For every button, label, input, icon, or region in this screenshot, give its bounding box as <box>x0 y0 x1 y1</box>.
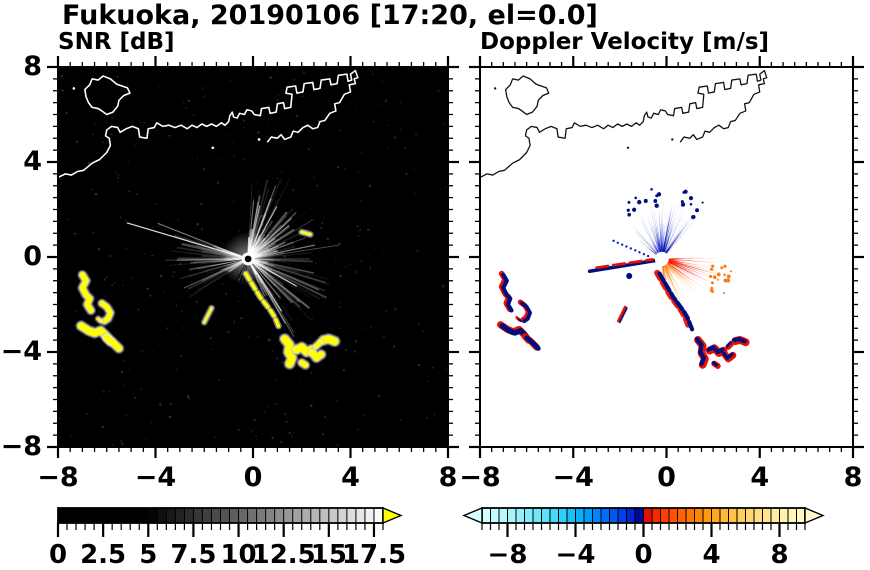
x-tick-label: 0 <box>243 462 263 493</box>
doppler-colorbar-label: 0 <box>634 540 653 570</box>
x-tick-label: −8 <box>37 462 79 493</box>
snr-radar-map <box>58 67 448 447</box>
x-tick-label: 8 <box>843 462 863 493</box>
snr-colorbar-label: 12.5 <box>251 540 316 570</box>
x-tick-label: −8 <box>459 462 501 493</box>
snr-colorbar-label: 17.5 <box>341 540 407 570</box>
y-tick-label: 8 <box>23 50 42 82</box>
y-tick-label: 0 <box>23 240 42 272</box>
doppler-colorbar-label: 4 <box>702 540 721 570</box>
x-tick-label: 8 <box>438 462 458 493</box>
snr-colorbar-label: 10 <box>220 540 257 570</box>
doppler-colorbar-label: 8 <box>770 540 789 570</box>
doppler-colorbar-label: −4 <box>555 540 596 570</box>
snr-panel-title: SNR [dB] <box>58 29 175 55</box>
x-tick-label: 4 <box>341 462 360 493</box>
y-tick-label: 4 <box>23 145 42 177</box>
doppler-panel-title: Doppler Velocity [m/s] <box>480 29 770 55</box>
x-tick-label: −4 <box>134 462 177 493</box>
snr-colorbar-label: 15 <box>310 540 347 570</box>
snr-colorbar-label: 5 <box>139 540 158 570</box>
x-tick-label: 0 <box>657 462 676 493</box>
y-tick-label: −4 <box>0 335 42 367</box>
x-tick-label: 4 <box>750 462 770 493</box>
snr-colorbar-label: 7.5 <box>170 540 217 570</box>
figure-title: Fukuoka, 20190106 [17:20, el=0.0] <box>62 0 598 31</box>
doppler-radar-map <box>480 67 853 447</box>
doppler-colorbar-label: −8 <box>487 540 528 570</box>
y-tick-label: −8 <box>0 430 42 462</box>
snr-colorbar-label: 2.5 <box>80 540 127 570</box>
snr-colorbar-label: 0 <box>48 540 68 570</box>
x-tick-label: −4 <box>552 462 594 493</box>
